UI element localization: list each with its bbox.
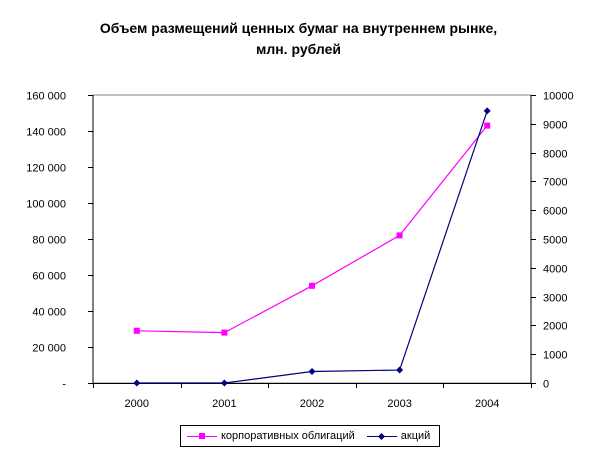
- y-right-tick-label: 2000: [543, 321, 567, 333]
- chart-title: Объем размещений ценных бумаг на внутрен…: [0, 18, 597, 60]
- y-right-tick-label: 7000: [543, 177, 567, 189]
- data-point-bonds: [396, 232, 403, 239]
- data-point-shares: [396, 366, 404, 374]
- y-left-tick-label: 100 000: [26, 199, 66, 211]
- y-left-tick-label: 80 000: [32, 235, 66, 247]
- y-right-tick-label: 3000: [543, 293, 567, 305]
- y-right-tick-label: 10000: [543, 91, 574, 103]
- y-left-tick-label: 160 000: [26, 91, 66, 103]
- legend-label-shares: акций: [400, 430, 431, 442]
- data-point-bonds: [484, 122, 491, 129]
- chart-title-line-2: млн. рублей: [255, 41, 342, 57]
- y-right-tick-label: 4000: [543, 264, 567, 276]
- data-point-shares: [133, 379, 141, 387]
- y-right-tick-label: 5000: [543, 235, 567, 247]
- y-left-tick-label: 140 000: [26, 127, 66, 139]
- data-point-bonds: [133, 327, 140, 334]
- y-left-tick-label: -: [62, 379, 66, 391]
- legend-swatch-shares: [366, 431, 397, 441]
- data-point-bonds: [309, 282, 315, 289]
- line-chart: - 20 000 40 000 60 000 80 000 100 000 120 000 1…: [26, 91, 573, 411]
- y-left-tick-label: 40 000: [32, 307, 66, 319]
- y-right-tick-label: 0: [543, 379, 549, 391]
- x-tick-label: 2000: [125, 398, 149, 410]
- legend-item-shares: акций: [366, 430, 431, 442]
- y-right-tick-label: 6000: [543, 206, 567, 218]
- y-left-tick-label: 120 000: [26, 163, 66, 175]
- y-right-tick-label: 1000: [543, 350, 567, 362]
- y-left-tick-label: 60 000: [32, 271, 66, 283]
- x-tick-label: 2003: [387, 398, 411, 410]
- legend-swatch-bonds: [187, 431, 217, 441]
- axes: - 20 000 40 000 60 000 80 000 100 000 120 000 1…: [26, 91, 573, 411]
- legend: корпоративных облигаций акций: [180, 425, 440, 447]
- x-tick-label: 2001: [212, 398, 236, 410]
- data-point-shares: [308, 367, 316, 375]
- legend-item-bonds: корпоративных облигаций: [187, 430, 355, 442]
- series-markers: [133, 107, 491, 387]
- data-point-bonds: [221, 329, 228, 336]
- x-tick-label: 2002: [300, 398, 324, 410]
- y-right-tick-label: 8000: [543, 149, 567, 161]
- chart-title-line-1: Объем размещений ценных бумаг на внутрен…: [99, 20, 498, 36]
- y-right-tick-label: 9000: [543, 120, 567, 132]
- legend-label-bonds: корпоративных облигаций: [221, 430, 355, 442]
- y-left-tick-label: 20 000: [32, 343, 66, 355]
- x-tick-label: 2004: [475, 398, 499, 410]
- plot-area: [92, 94, 532, 384]
- data-point-shares: [483, 107, 491, 115]
- data-point-shares: [220, 379, 228, 387]
